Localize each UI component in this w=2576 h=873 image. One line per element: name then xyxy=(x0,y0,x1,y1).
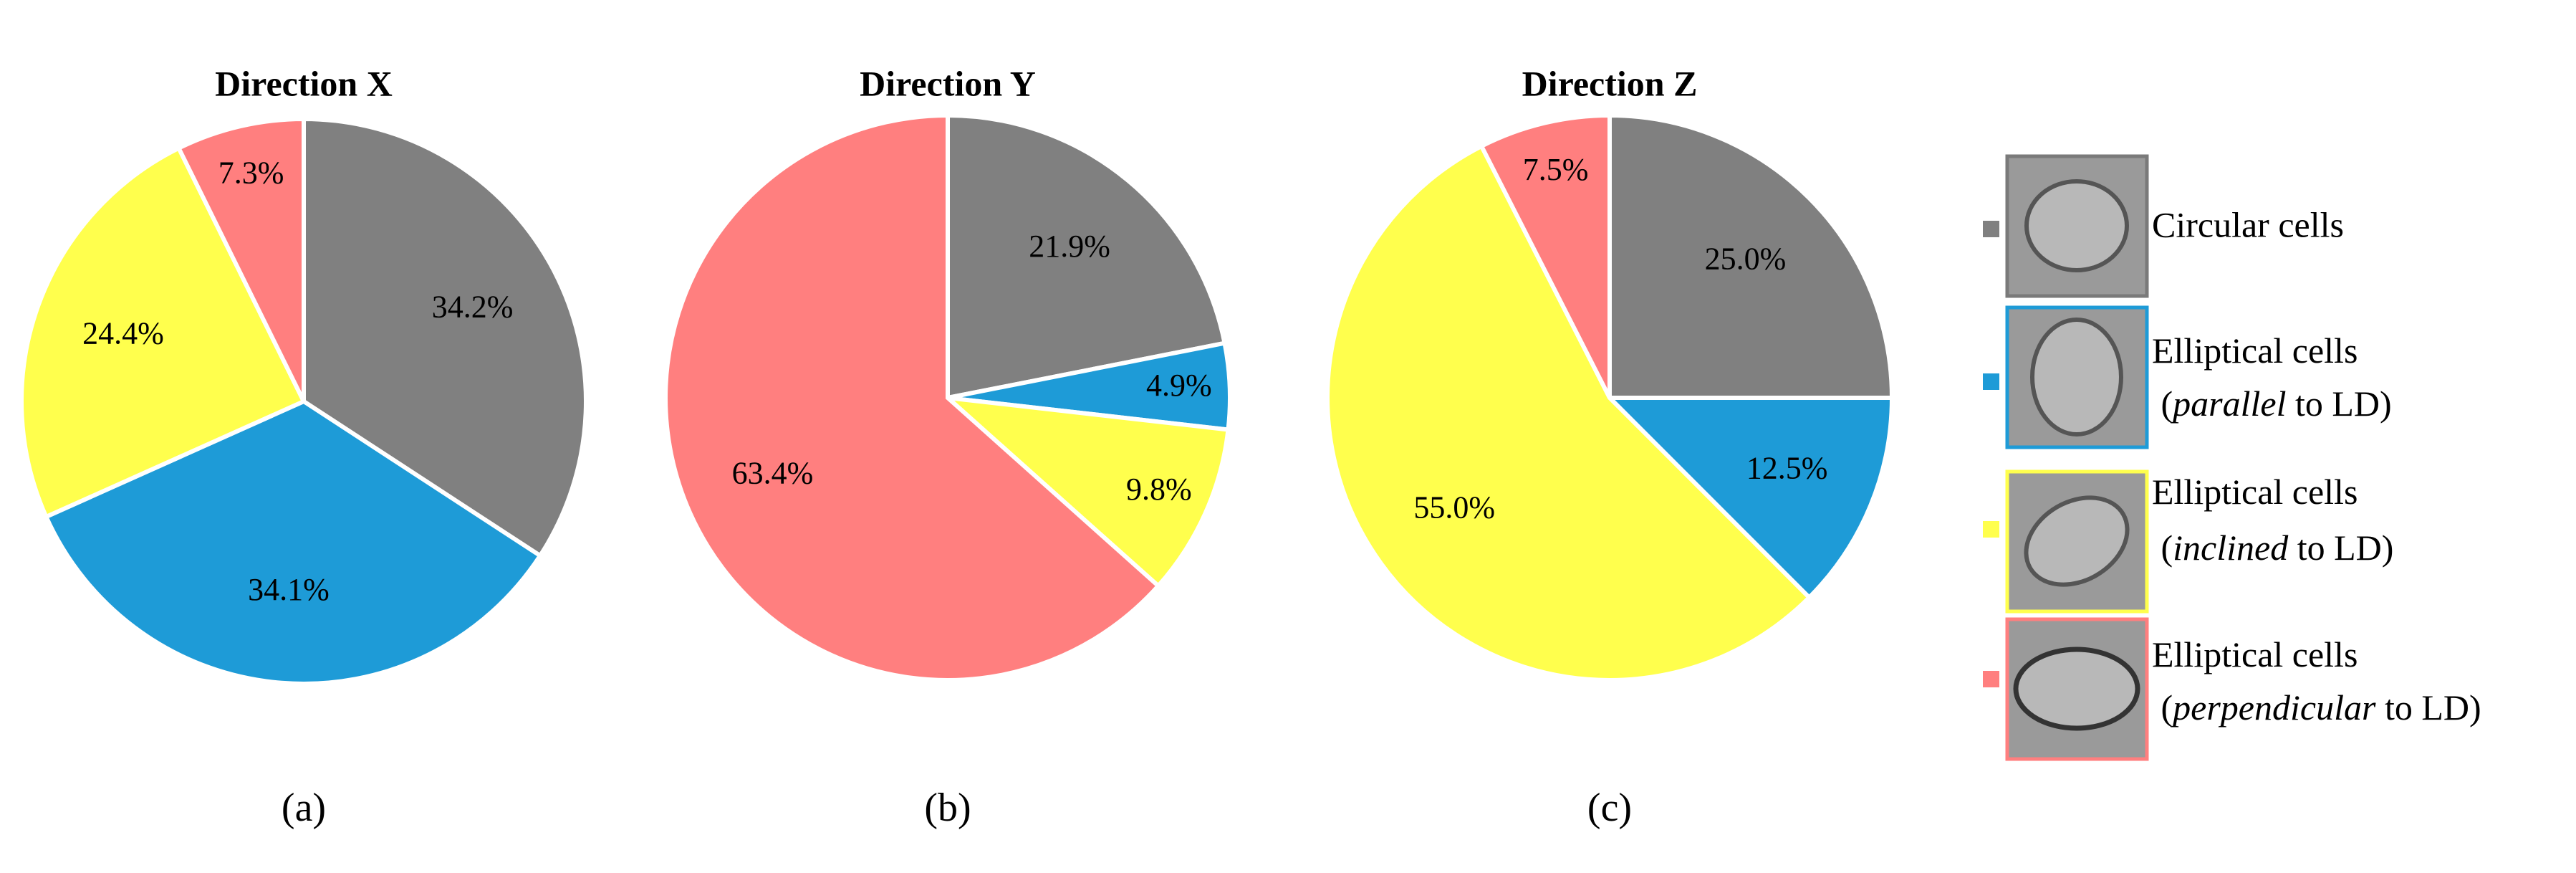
value-label: 21.9% xyxy=(1029,229,1110,264)
legend-label: Elliptical cells (inclined to LD) xyxy=(2152,472,2393,568)
value-label: 4.9% xyxy=(1146,368,1212,403)
legend-swatch xyxy=(1983,521,1999,538)
pie-slice xyxy=(663,113,1162,682)
pie-slice xyxy=(43,399,544,686)
legend-label: Circular cells xyxy=(2152,204,2344,244)
value-label: 25.0% xyxy=(1705,242,1787,277)
chart-title: Direction Y xyxy=(860,63,1036,103)
panel-label: (a) xyxy=(282,786,326,830)
value-label: 7.5% xyxy=(1523,152,1589,187)
pie-slice xyxy=(1604,396,1895,601)
pie-slice xyxy=(941,394,1231,589)
pie-slice xyxy=(946,113,1228,401)
value-label: 55.0% xyxy=(1413,490,1495,525)
value-label: 12.5% xyxy=(1746,451,1828,486)
cell-outline xyxy=(2030,318,2123,436)
cell-outline xyxy=(2024,495,2130,587)
cell-outline xyxy=(2013,647,2140,731)
pie-slice xyxy=(176,116,306,403)
chart-title: Direction X xyxy=(215,63,393,103)
legend-label: Elliptical cells (parallel to LD) xyxy=(2152,330,2392,424)
value-label: 24.4% xyxy=(82,315,164,350)
chart-title: Direction Z xyxy=(1522,63,1698,103)
pie-slice xyxy=(1325,143,1812,682)
cell-outline xyxy=(2024,179,2129,272)
panel-label: (c) xyxy=(1587,786,1632,830)
legend-swatch xyxy=(1983,671,1999,687)
legend-images xyxy=(2005,154,2149,761)
legend-swatch xyxy=(1983,221,1999,237)
value-label: 34.2% xyxy=(432,290,514,325)
pie-slice xyxy=(1479,113,1612,399)
value-label: 34.1% xyxy=(248,572,330,607)
value-label: 7.3% xyxy=(218,155,284,190)
panel-label: (b) xyxy=(924,786,971,830)
legend-swatch xyxy=(1983,373,1999,390)
value-label: 63.4% xyxy=(732,456,814,491)
value-label: 9.8% xyxy=(1126,472,1192,507)
pie-slice xyxy=(1607,113,1895,400)
pie-slice xyxy=(19,145,307,520)
legend-label: Elliptical cells (perpendicular to LD) xyxy=(2152,634,2481,728)
